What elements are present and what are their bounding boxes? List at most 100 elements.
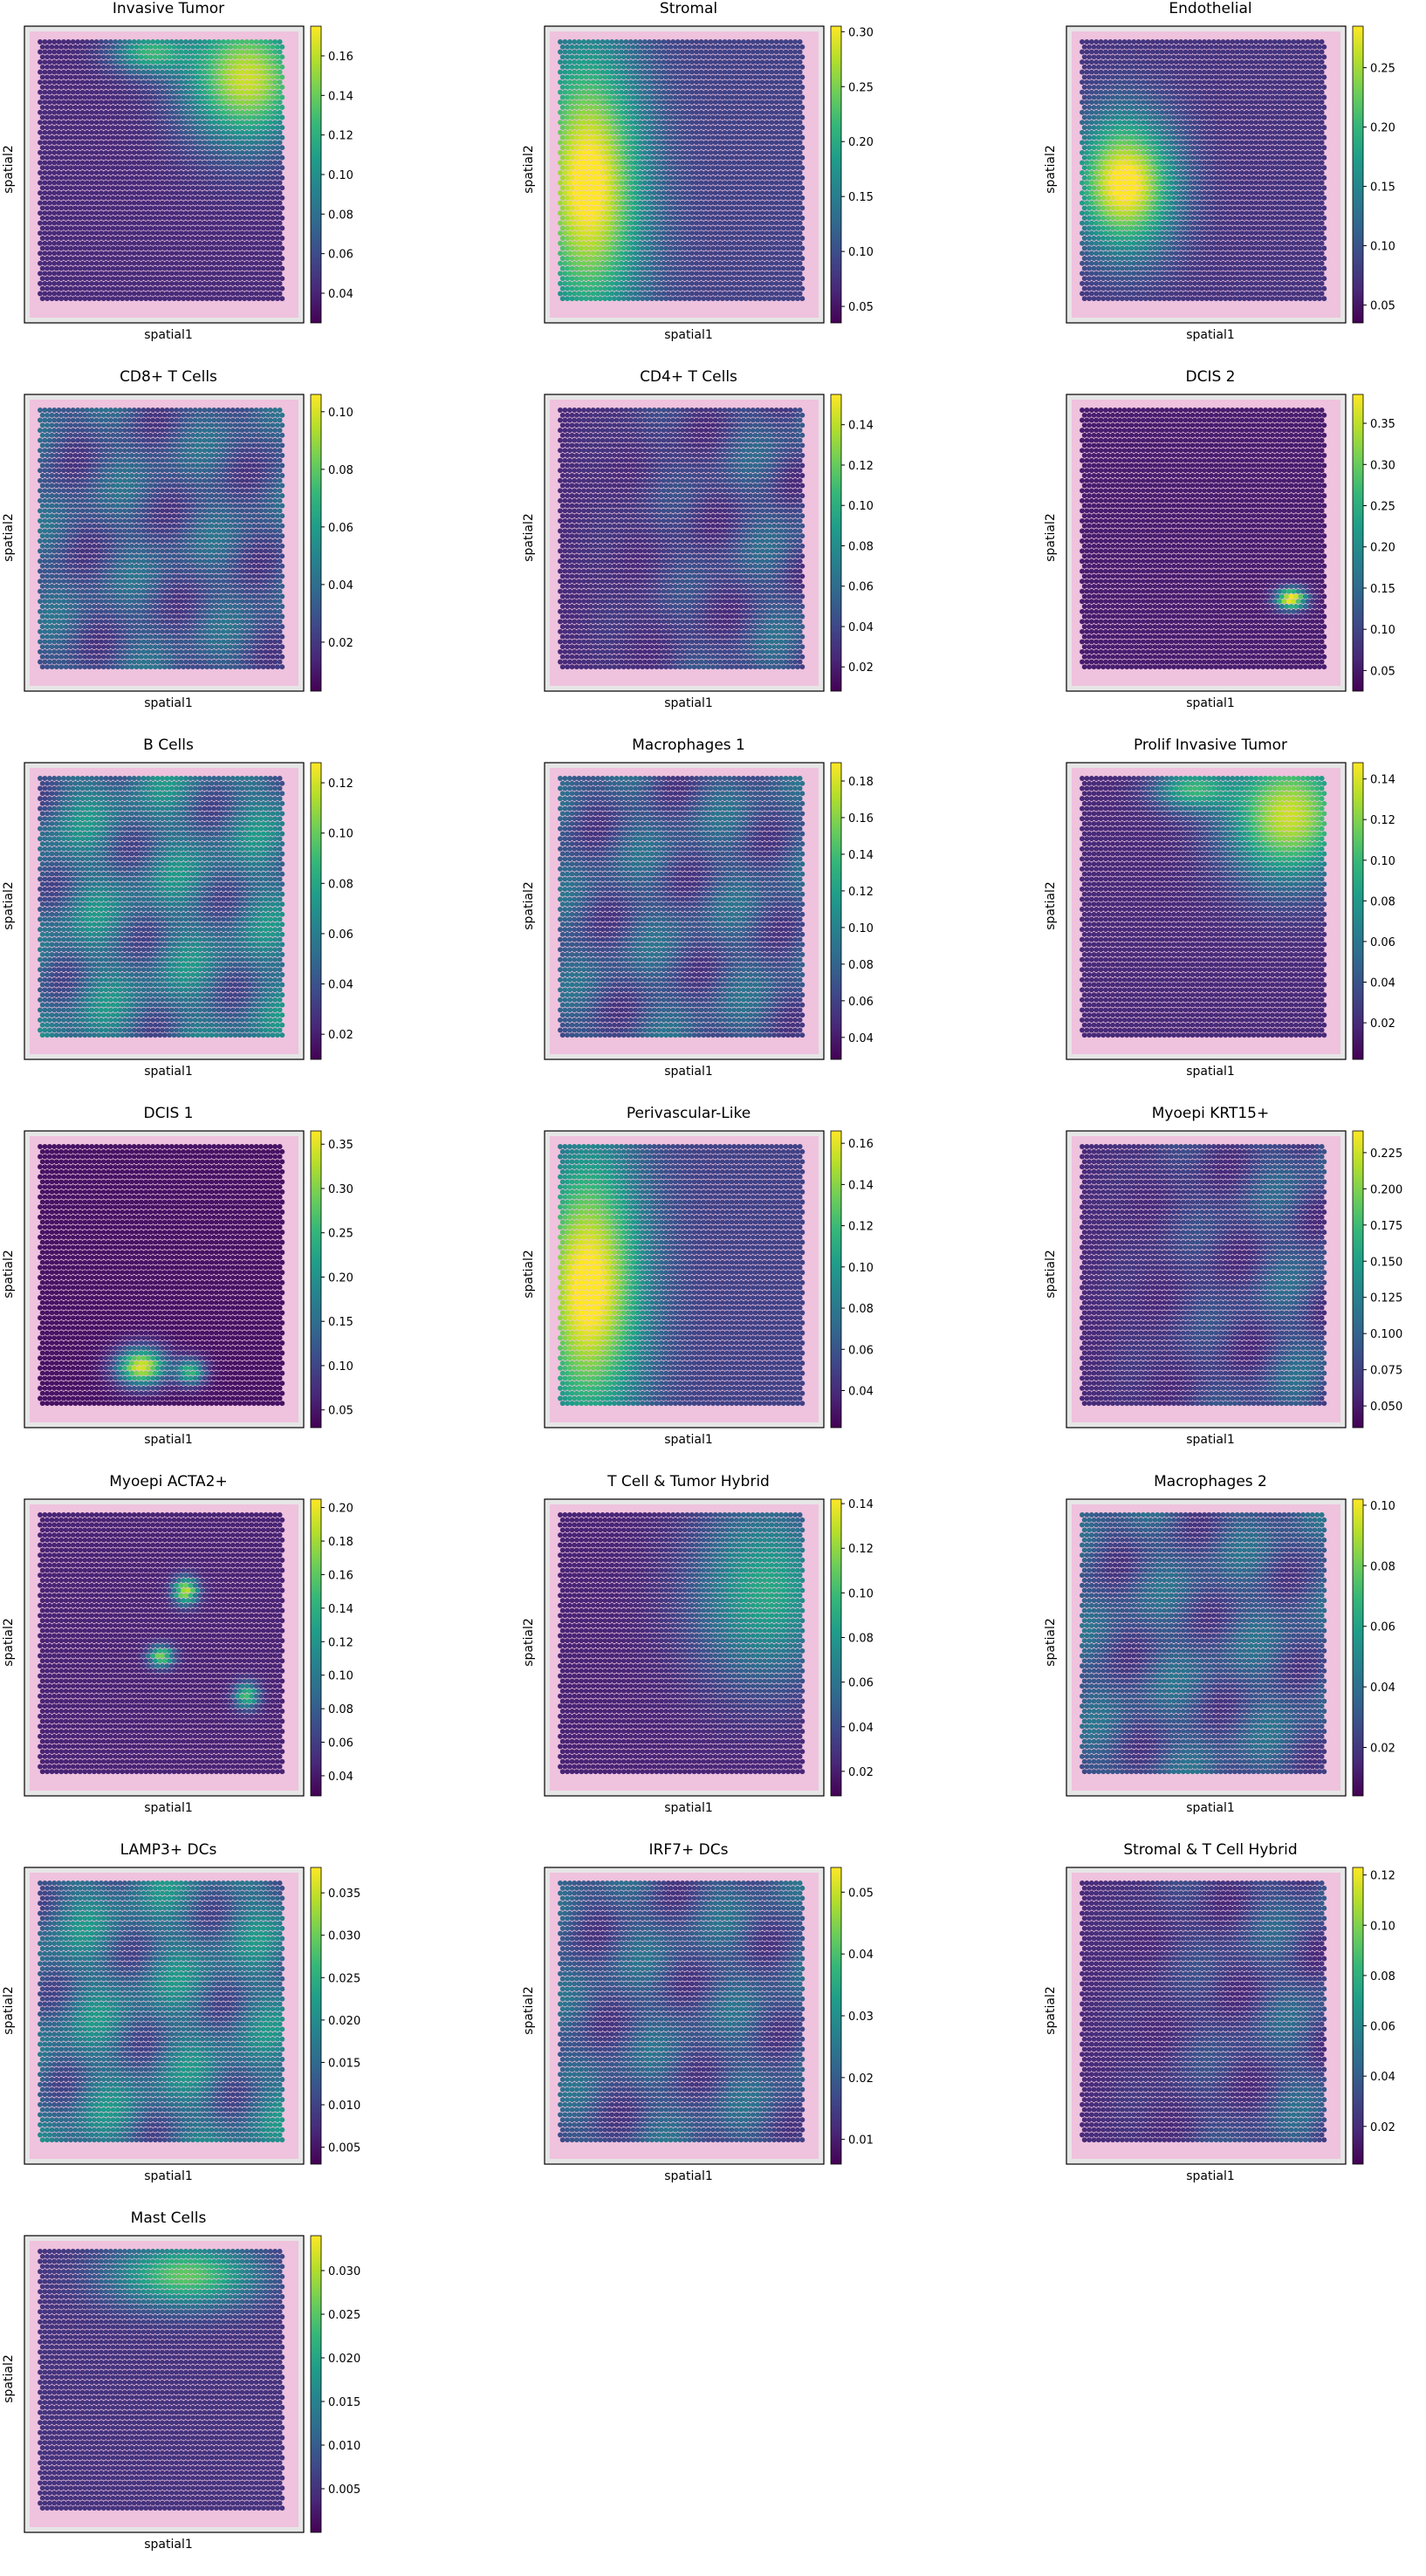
spot xyxy=(588,195,593,201)
spot xyxy=(694,250,699,256)
spot xyxy=(174,291,179,297)
spot xyxy=(132,130,137,135)
spot xyxy=(47,70,52,75)
spot xyxy=(40,185,45,190)
spot xyxy=(115,256,120,261)
spot xyxy=(614,99,620,105)
spot xyxy=(640,54,645,59)
spot xyxy=(737,250,742,256)
spot xyxy=(649,205,655,210)
spot xyxy=(598,125,603,130)
spot xyxy=(744,74,749,79)
spot xyxy=(150,221,155,226)
spot xyxy=(279,135,285,140)
spot xyxy=(769,110,774,115)
spot xyxy=(635,256,641,261)
spot xyxy=(751,210,756,216)
spot xyxy=(218,195,223,201)
spot xyxy=(645,256,650,261)
spot xyxy=(680,110,685,115)
spot xyxy=(40,236,45,241)
spot xyxy=(689,221,695,226)
spot xyxy=(111,216,116,221)
spot xyxy=(673,185,678,190)
spot xyxy=(64,276,69,281)
spot xyxy=(623,140,628,145)
spot xyxy=(708,181,713,186)
spot xyxy=(272,120,278,125)
spot xyxy=(612,195,617,201)
spot xyxy=(572,39,577,45)
spot xyxy=(188,99,193,105)
spot xyxy=(682,85,688,90)
spot xyxy=(654,54,659,59)
spot xyxy=(134,145,139,150)
spot xyxy=(562,79,567,85)
spot xyxy=(586,90,591,95)
spot xyxy=(670,210,675,216)
spot xyxy=(713,79,718,85)
spot xyxy=(218,216,223,221)
spot xyxy=(148,135,154,140)
spot xyxy=(96,296,101,301)
spot xyxy=(268,99,273,105)
spot xyxy=(687,246,692,251)
spot xyxy=(118,291,123,297)
spot xyxy=(784,181,789,186)
spot xyxy=(623,230,628,236)
spot xyxy=(99,250,104,256)
spot xyxy=(228,145,233,150)
spot xyxy=(598,185,603,190)
spot xyxy=(755,79,760,85)
spot xyxy=(720,105,725,110)
spot xyxy=(80,210,86,216)
spot xyxy=(94,79,99,85)
spot xyxy=(58,256,64,261)
spot xyxy=(242,74,247,79)
spot xyxy=(176,256,182,261)
spot xyxy=(614,39,620,45)
spot xyxy=(745,210,751,216)
spot xyxy=(103,39,108,45)
spot xyxy=(71,230,76,236)
spot xyxy=(101,266,106,271)
spot xyxy=(101,155,106,161)
spot xyxy=(785,74,791,79)
spot xyxy=(249,230,254,236)
spot xyxy=(146,230,151,236)
spot xyxy=(572,241,577,246)
spot xyxy=(692,256,697,261)
spot xyxy=(673,115,678,120)
spot xyxy=(153,276,158,281)
spot xyxy=(120,105,125,110)
spot xyxy=(216,271,222,276)
spot xyxy=(706,246,711,251)
spot xyxy=(751,140,756,145)
spot xyxy=(710,85,716,90)
spot xyxy=(570,95,575,100)
spot xyxy=(71,271,76,276)
spot xyxy=(684,190,689,195)
spot xyxy=(186,65,191,70)
spot xyxy=(188,110,193,115)
spot xyxy=(605,99,610,105)
spot xyxy=(85,241,90,246)
spot xyxy=(776,65,781,70)
spot xyxy=(122,230,127,236)
spot xyxy=(146,99,151,105)
spot xyxy=(118,39,123,45)
spot xyxy=(127,230,132,236)
spot xyxy=(230,271,236,276)
spot xyxy=(143,85,148,90)
spot xyxy=(562,130,567,135)
spot xyxy=(696,54,702,59)
spot xyxy=(799,45,805,50)
spot xyxy=(193,210,198,216)
spot xyxy=(237,155,243,161)
spot xyxy=(183,50,189,55)
spot xyxy=(261,246,266,251)
spot xyxy=(235,140,240,145)
spot xyxy=(235,241,240,246)
spot xyxy=(558,120,563,125)
spot xyxy=(94,150,99,155)
